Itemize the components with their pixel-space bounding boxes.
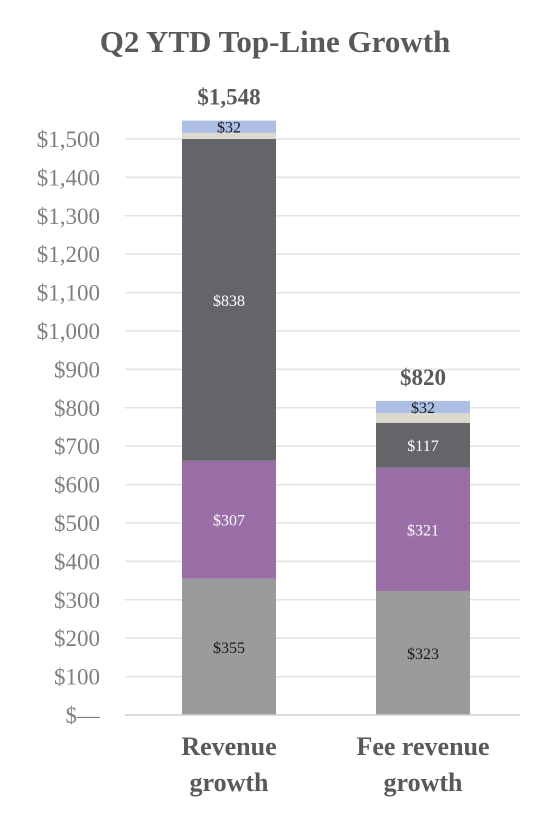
bar-segment	[182, 120, 276, 133]
bar-segment	[376, 400, 470, 414]
bar-segment	[376, 413, 470, 423]
x-category-label: Fee revenue	[356, 732, 489, 761]
x-axis-categories: Revenue growth Fee revenue growth	[181, 732, 489, 797]
y-tick-label: $700	[54, 434, 100, 459]
y-tick-label: $1,000	[37, 319, 100, 344]
y-tick-label: $1,200	[37, 242, 100, 267]
x-category-label: Revenue	[181, 732, 276, 761]
segment-value-label: $838	[213, 293, 245, 310]
bar-segment	[182, 132, 276, 139]
x-category-label: growth	[384, 768, 464, 797]
y-tick-label: $800	[54, 396, 100, 421]
segment-value-label: $323	[407, 646, 439, 663]
y-tick-label: $1,500	[37, 127, 100, 152]
y-tick-label: $300	[54, 588, 100, 613]
y-axis-ticks: $— $100 $200 $300 $400 $500 $600 $700 $800 $900 $1…	[37, 127, 101, 728]
y-tick-label: $200	[54, 626, 100, 651]
x-category-label: growth	[190, 768, 270, 797]
segment-labels: $355 $307 $838 $32 $323 $321 $117 $32	[213, 120, 439, 663]
y-tick-label: $600	[54, 473, 100, 498]
chart-title: Q2 YTD Top-Line Growth	[100, 24, 451, 59]
bar-segment	[376, 590, 470, 715]
segment-value-label: $32	[217, 120, 241, 137]
bar-totals: $1,548 $820	[197, 85, 446, 390]
bar-segment	[182, 578, 276, 715]
y-tick-label: $1,400	[37, 165, 100, 190]
bar-segment	[182, 139, 276, 461]
bar-segment	[182, 460, 276, 579]
y-tick-label: $500	[54, 511, 100, 536]
y-tick-label: $—	[66, 703, 102, 728]
y-tick-label: $100	[54, 665, 100, 690]
bars	[182, 120, 470, 715]
segment-value-label: $307	[213, 513, 245, 530]
bar-segment	[376, 422, 470, 468]
segment-value-label: $321	[407, 522, 439, 539]
bar-total-label: $820	[400, 365, 446, 390]
segment-value-label: $355	[213, 640, 245, 657]
bar-segment	[376, 467, 470, 591]
segment-value-label: $32	[411, 400, 435, 417]
segment-value-label: $117	[407, 438, 438, 455]
y-tick-label: $400	[54, 549, 100, 574]
y-tick-label: $1,300	[37, 204, 100, 229]
y-tick-label: $900	[54, 357, 100, 382]
y-tick-label: $1,100	[37, 281, 100, 306]
bar-total-label: $1,548	[197, 85, 260, 110]
